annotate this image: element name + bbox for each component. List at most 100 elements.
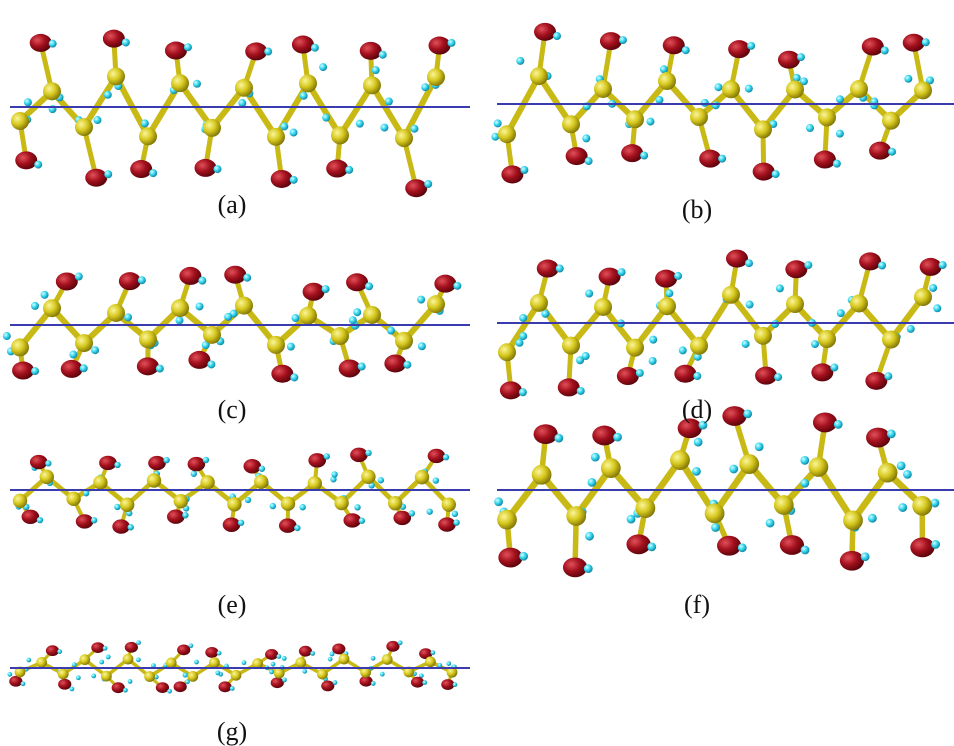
carbon-atom [235, 79, 253, 97]
carbon-atom [532, 465, 552, 485]
hydrogen-atom [300, 92, 308, 100]
oxygen-atom [205, 647, 218, 658]
hydrogen-atom [422, 680, 427, 685]
hydrogen-atom [585, 157, 593, 165]
carbon-atom [147, 473, 161, 487]
oxygen-atom [46, 645, 59, 656]
oxygen-atom [903, 34, 925, 52]
carbon-atom [626, 110, 644, 128]
hydrogen-atom [380, 672, 385, 677]
oxygen-atom [434, 275, 456, 293]
carbon-atom [498, 343, 516, 361]
hydrogen-atom [519, 388, 527, 396]
oxygen-atom [428, 449, 446, 463]
carbon-atom [754, 120, 772, 138]
hydrogen-atom [182, 512, 188, 518]
carbon-atom [36, 657, 47, 668]
hydrogen-atom [104, 170, 112, 178]
hydrogen-atom [189, 643, 194, 648]
oxygen-atom [755, 367, 777, 385]
oxygen-atom [119, 272, 141, 290]
hydrogen-atom [106, 655, 111, 660]
carbon-atom [882, 112, 900, 130]
hydrogen-atom [167, 689, 172, 694]
oxygen-atom [91, 642, 104, 653]
hydrogen-atom [371, 681, 376, 686]
hydrogen-atom [34, 161, 42, 169]
carbon-atom [75, 118, 93, 136]
hydrogen-atom [290, 176, 298, 184]
oxygen-atom [188, 457, 206, 471]
carbon-atom [722, 80, 740, 98]
hydrogen-atom [519, 314, 527, 322]
oxygen-atom [778, 51, 800, 69]
hydrogen-atom [294, 525, 300, 531]
carbon-atom [203, 326, 221, 344]
hydrogen-atom [494, 497, 503, 506]
hydrogen-atom [207, 360, 215, 368]
carbon-atom [415, 470, 429, 484]
hydrogen-atom [933, 304, 941, 312]
hydrogen-atom [649, 336, 657, 344]
hydrogen-atom [627, 515, 636, 524]
hydrogen-atom [836, 95, 844, 103]
hydrogen-atom [694, 438, 703, 447]
bond [507, 76, 539, 134]
oxygen-atom [663, 36, 685, 54]
hydrogen-atom [693, 372, 701, 380]
hydrogen-atom [103, 646, 108, 651]
carbon-atom [331, 126, 349, 144]
hydrogen-atom [372, 66, 380, 74]
oxygen-atom [566, 147, 588, 165]
carbon-atom [363, 306, 381, 324]
hydrogen-atom [358, 363, 366, 371]
hydrogen-atom [183, 673, 188, 678]
hydrogen-atom [711, 523, 720, 532]
hydrogen-atom [136, 640, 141, 645]
oxygen-atom [866, 428, 890, 448]
hydrogen-atom [649, 357, 657, 365]
carbon-atom [171, 74, 189, 92]
hydrogen-atom [138, 276, 146, 284]
carbon-atom [11, 338, 29, 356]
hydrogen-atom [576, 356, 584, 364]
panel-label: (f) [684, 590, 710, 619]
hydrogen-atom [72, 662, 77, 667]
carbon-atom [308, 476, 322, 490]
hydrogen-atom [520, 166, 528, 174]
hydrogen-atom [311, 44, 319, 52]
hydrogen-atom [128, 524, 134, 530]
oxygen-atom [165, 42, 187, 60]
hydrogen-atom [665, 289, 673, 297]
hydrogen-atom [452, 511, 458, 517]
hydrogen-atom [333, 680, 338, 685]
hydrogen-atom [245, 497, 251, 503]
hydrogen-atom [345, 166, 353, 174]
hydrogen-atom [884, 372, 892, 380]
hydrogen-atom [619, 36, 627, 44]
panel-label: (d) [682, 395, 712, 424]
hydrogen-atom [243, 274, 251, 282]
hydrogen-atom [328, 657, 333, 662]
carbon-atom [850, 294, 868, 312]
bond [372, 85, 404, 138]
hydrogen-atom [193, 80, 201, 88]
carbon-atom [267, 128, 285, 146]
hydrogen-atom [646, 118, 654, 126]
hydrogen-atom [640, 151, 648, 159]
oxygen-atom [303, 283, 325, 301]
oxygen-atom [58, 679, 71, 690]
hydrogen-atom [417, 296, 425, 304]
panel-label: (a) [218, 190, 247, 219]
oxygen-atom [279, 518, 297, 532]
hydrogen-atom [7, 672, 12, 677]
oxygen-atom [840, 551, 864, 571]
hydrogen-atom [421, 83, 429, 91]
oxygen-atom [30, 34, 52, 52]
hydrogen-atom [230, 686, 235, 691]
hydrogen-atom [114, 462, 120, 468]
hydrogen-atom [903, 470, 912, 479]
oxygen-atom [865, 372, 887, 390]
oxygen-atom [224, 266, 246, 284]
oxygen-atom [592, 426, 616, 446]
